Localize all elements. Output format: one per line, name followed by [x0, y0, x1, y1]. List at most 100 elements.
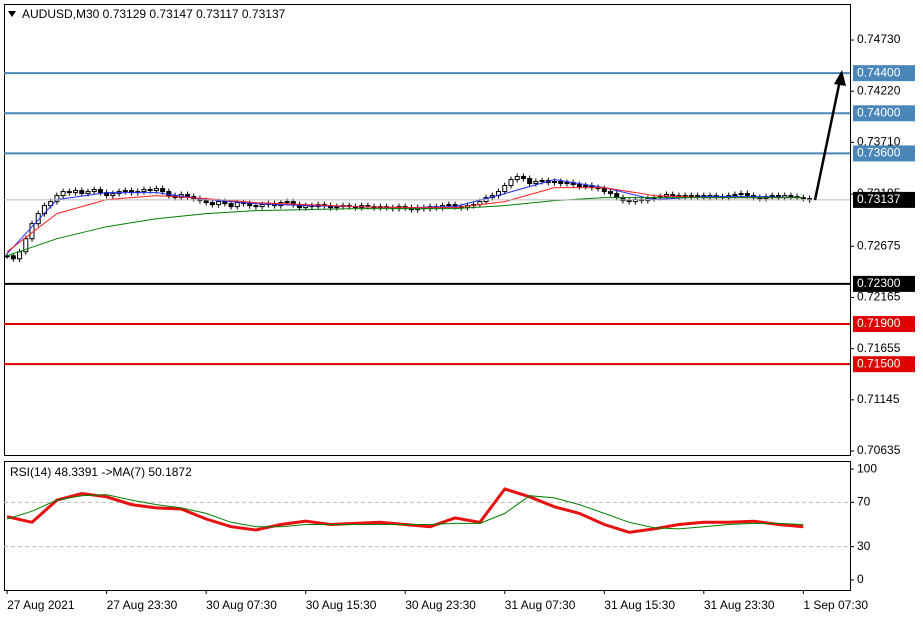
candle	[608, 191, 614, 195]
indicator-line	[6, 197, 804, 257]
y-tick-label: 0.71655	[857, 341, 901, 355]
candle	[626, 200, 632, 203]
x-tick-label: 30 Aug 07:30	[206, 598, 277, 612]
candle	[247, 203, 253, 207]
candle	[527, 178, 533, 185]
candle	[60, 191, 66, 197]
candle	[601, 188, 607, 193]
candle	[688, 195, 694, 198]
indicator-line	[6, 494, 804, 530]
x-tick-label: 30 Aug 15:30	[306, 598, 377, 612]
candle	[66, 191, 72, 194]
level-label: 0.71500	[857, 356, 901, 370]
level-label: 0.72300	[857, 276, 901, 290]
y-tick-label: 70	[857, 495, 871, 509]
candle	[203, 200, 209, 204]
y-tick-label: 100	[857, 461, 877, 475]
candle	[520, 176, 526, 180]
level-tag	[853, 145, 915, 162]
candle	[738, 193, 744, 196]
level-tag	[853, 356, 915, 373]
x-tick-label: 31 Aug 07:30	[505, 598, 576, 612]
indicator-line	[6, 187, 804, 253]
y-tick-label: 0.74730	[857, 32, 901, 46]
price-title: AUDUSD,M30 0.73129 0.73147 0.73117 0.731…	[22, 7, 286, 21]
x-tick-label: 30 Aug 23:30	[405, 598, 476, 612]
y-tick-label: 0	[857, 572, 864, 586]
candle	[79, 190, 85, 195]
candle	[284, 201, 290, 204]
candle	[539, 180, 545, 183]
y-tick-label: 0.72675	[857, 238, 901, 252]
candle	[552, 181, 558, 184]
candle	[514, 176, 520, 181]
y-tick-label: 0.71145	[857, 392, 900, 406]
level-label: 0.74400	[857, 65, 901, 79]
level-tag	[853, 275, 915, 292]
candle	[153, 188, 159, 192]
candle	[253, 205, 259, 208]
candle	[54, 195, 60, 203]
candle	[446, 204, 452, 207]
y-tick-label: 30	[857, 539, 871, 553]
y-tick-label: 0.73710	[857, 135, 901, 149]
candle	[35, 213, 41, 225]
candle	[502, 185, 508, 193]
level-label: 0.73600	[857, 146, 901, 160]
candle	[110, 193, 116, 197]
candle	[234, 202, 240, 208]
candle	[576, 184, 582, 188]
arrow-head	[834, 70, 846, 86]
candle	[564, 182, 570, 185]
candle	[670, 194, 676, 197]
rsi-title: RSI(14) 48.3391 ->MA(7) 50.1872	[10, 465, 192, 479]
x-tick-label: 27 Aug 2021	[7, 598, 75, 612]
arrow	[813, 79, 842, 201]
candle	[141, 189, 147, 193]
candle	[97, 189, 103, 194]
price-panel	[4, 4, 851, 456]
rsi-panel	[4, 461, 851, 591]
x-tick-label: 31 Aug 23:30	[704, 598, 775, 612]
candle	[4, 255, 10, 258]
level-tag	[853, 65, 915, 82]
level-tag	[853, 105, 915, 122]
candle	[10, 255, 16, 260]
candle	[216, 201, 222, 206]
candle	[222, 201, 228, 205]
y-tick-label: 0.72165	[857, 290, 901, 304]
candle	[334, 206, 340, 209]
candle	[209, 202, 215, 206]
candle	[73, 190, 79, 194]
x-tick-label: 31 Aug 15:30	[604, 598, 675, 612]
level-tag	[853, 316, 915, 333]
candle	[23, 238, 29, 253]
candle	[160, 188, 166, 193]
candle	[769, 195, 775, 198]
x-tick-label: 1 Sep 07:30	[803, 598, 868, 612]
candle	[732, 194, 738, 197]
candle	[228, 203, 234, 208]
last-price-tag	[853, 191, 915, 208]
candle	[259, 204, 265, 208]
level-label: 0.74000	[857, 105, 901, 119]
candle	[558, 181, 564, 185]
candle	[614, 193, 620, 199]
candle	[788, 195, 794, 198]
x-tick-label: 27 Aug 23:30	[107, 598, 178, 612]
candle	[583, 185, 589, 188]
y-tick-label: 0.74220	[857, 83, 901, 97]
candle	[85, 191, 91, 195]
candle	[91, 189, 97, 193]
candle	[147, 189, 153, 192]
y-tick-label: 0.70635	[857, 443, 901, 457]
level-label: 0.71900	[857, 316, 901, 330]
candle	[533, 181, 539, 185]
last-price-label: 0.73137	[857, 192, 901, 206]
collapse-icon[interactable]	[8, 11, 16, 17]
candle	[17, 251, 23, 260]
candle	[122, 190, 128, 193]
candle	[508, 179, 514, 187]
